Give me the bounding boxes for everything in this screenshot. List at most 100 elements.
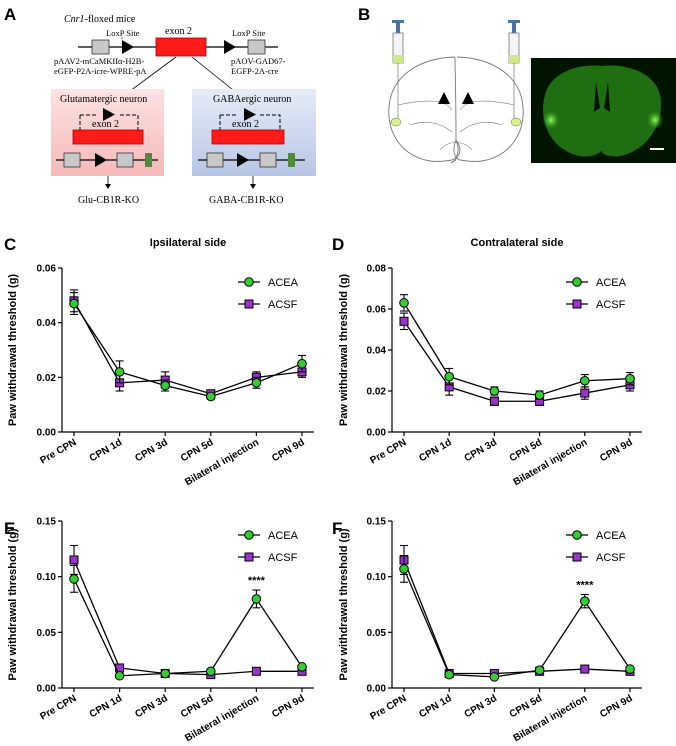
data-point-acea bbox=[625, 664, 635, 674]
arrow-to-gaba bbox=[191, 56, 239, 95]
gaba-ko-label: GABA-CB1R-KO bbox=[209, 195, 283, 206]
x-tick-label: CPN 9d bbox=[598, 437, 634, 464]
data-point-acea bbox=[534, 665, 545, 675]
series-line-acsf bbox=[73, 300, 303, 395]
mouse-line-suffix: -floxed mice bbox=[85, 14, 136, 25]
data-point-acea bbox=[69, 298, 79, 309]
x-tick-label: CPN 9d bbox=[270, 437, 306, 464]
coronal-brain-schematic bbox=[388, 56, 524, 164]
glu-exon2-box bbox=[72, 129, 144, 145]
legend-label-acea: ACEA bbox=[268, 530, 299, 542]
arrow-to-glu bbox=[125, 56, 177, 95]
scale-bar bbox=[650, 148, 664, 150]
x-tick-label: CPN 3d bbox=[463, 437, 499, 464]
y-tick-label: 0.15 bbox=[37, 517, 57, 528]
glu-exon2-label: exon 2 bbox=[92, 119, 119, 130]
data-point-acea bbox=[114, 670, 125, 681]
chart-title: Contralateral side bbox=[471, 237, 564, 249]
gaba-excision-loop bbox=[219, 114, 281, 130]
glu-excision-loop bbox=[79, 114, 139, 130]
data-point-acea bbox=[69, 574, 79, 584]
legend-marker-acsf bbox=[244, 299, 254, 309]
panel-letter-c: C bbox=[4, 235, 16, 254]
x-tick-label: CPN 1d bbox=[88, 437, 124, 464]
legend-marker-acea bbox=[244, 277, 254, 287]
data-point-acea bbox=[251, 378, 262, 388]
legend-marker-acsf bbox=[572, 552, 582, 562]
legend-marker-acea bbox=[244, 530, 254, 540]
x-tick-label: CPN 3d bbox=[133, 693, 169, 720]
x-tick-label: CPN 5d bbox=[179, 437, 215, 464]
x-tick-label: CPN 5d bbox=[179, 693, 215, 720]
mouse-line-title: Cnr1-floxed mice bbox=[64, 14, 136, 25]
chart-title: Ipsilateral side bbox=[150, 237, 226, 249]
vector-right-line2: EGFP-2A-cre bbox=[231, 66, 278, 76]
exon2-label: exon 2 bbox=[165, 26, 192, 37]
data-point-acsf bbox=[69, 555, 79, 565]
y-tick-label: 0.10 bbox=[37, 572, 57, 583]
y-tick-label: 0.00 bbox=[37, 684, 57, 695]
loxp-label-right: LoxP Site bbox=[232, 28, 266, 38]
series-line-acea bbox=[403, 302, 631, 396]
data-point-acsf bbox=[489, 396, 499, 406]
glu-neuron-label: Glutamatergic neuron bbox=[60, 94, 147, 105]
ventricle-right bbox=[462, 92, 474, 104]
legend-label-acea: ACEA bbox=[596, 530, 627, 542]
panel-letter-f: F bbox=[332, 519, 342, 538]
y-tick-label: 0.15 bbox=[367, 517, 387, 528]
injection-site-left bbox=[390, 117, 402, 127]
vector-left-line1: pAAV2-mCaMKIIα-H2B- bbox=[54, 56, 144, 66]
data-point-acea bbox=[444, 371, 455, 382]
significance-annotation: **** bbox=[248, 575, 266, 587]
data-point-acea bbox=[444, 669, 455, 680]
series-line-acsf bbox=[73, 559, 302, 676]
y-axis-label: Paw withdrawal threshold (g) bbox=[338, 274, 350, 427]
x-tick-label: CPN 3d bbox=[133, 437, 169, 464]
x-tick-label: CPN 9d bbox=[598, 693, 634, 720]
series-line-acsf bbox=[403, 559, 631, 675]
panel-letter-e: E bbox=[4, 519, 15, 538]
y-tick-label: 0.06 bbox=[37, 264, 57, 275]
y-tick-label: 0.04 bbox=[37, 318, 57, 329]
data-point-acea bbox=[399, 298, 409, 308]
ventricle-left bbox=[438, 92, 450, 104]
loxp-label-left: LoxP Site bbox=[106, 28, 140, 38]
legend-label-acsf: ACSF bbox=[268, 552, 298, 564]
y-tick-label: 0.00 bbox=[367, 428, 387, 439]
y-tick-label: 0.06 bbox=[367, 305, 387, 316]
data-point-acea bbox=[534, 390, 545, 400]
y-tick-label: 0.10 bbox=[367, 572, 387, 583]
y-axis-label: Paw withdrawal threshold (g) bbox=[7, 528, 19, 681]
data-point-acea bbox=[160, 380, 170, 391]
data-point-acea bbox=[297, 662, 307, 672]
fluorescence-micrograph bbox=[531, 58, 676, 163]
data-point-acea bbox=[114, 367, 125, 377]
x-tick-label: Pre CPN bbox=[38, 437, 78, 467]
y-tick-label: 0.02 bbox=[37, 373, 57, 384]
construct-box-left bbox=[91, 39, 110, 55]
x-tick-label: Pre CPN bbox=[38, 693, 78, 723]
series-line-acea bbox=[403, 568, 631, 678]
x-tick-label: CPN 5d bbox=[508, 437, 544, 464]
legend-label-acea: ACEA bbox=[596, 277, 627, 289]
y-tick-label: 0.00 bbox=[367, 684, 387, 695]
glu-ko-label: Glu-CB1R-KO bbox=[78, 195, 139, 206]
syringe-left-icon bbox=[392, 20, 404, 122]
x-tick-label: CPN 1d bbox=[88, 693, 124, 720]
x-tick-label: CPN 1d bbox=[417, 693, 453, 720]
loxp-triangle-right bbox=[224, 40, 236, 54]
legend-marker-acea bbox=[572, 530, 582, 540]
data-point-acea bbox=[580, 596, 590, 606]
glu-reporter-box bbox=[145, 153, 152, 167]
chart-d: D Contralateral side Paw withdrawal thresh… bbox=[332, 235, 642, 488]
significance-annotation: **** bbox=[576, 579, 594, 591]
exon2-box bbox=[155, 37, 207, 57]
legend-marker-acsf bbox=[572, 299, 582, 309]
panel-letter-b: B bbox=[358, 5, 370, 24]
vector-right-line1: pAOV-GAD67- bbox=[231, 56, 286, 66]
data-point-acea bbox=[625, 373, 635, 384]
panel-letter-a: A bbox=[4, 5, 16, 24]
data-point-acea bbox=[297, 358, 307, 369]
